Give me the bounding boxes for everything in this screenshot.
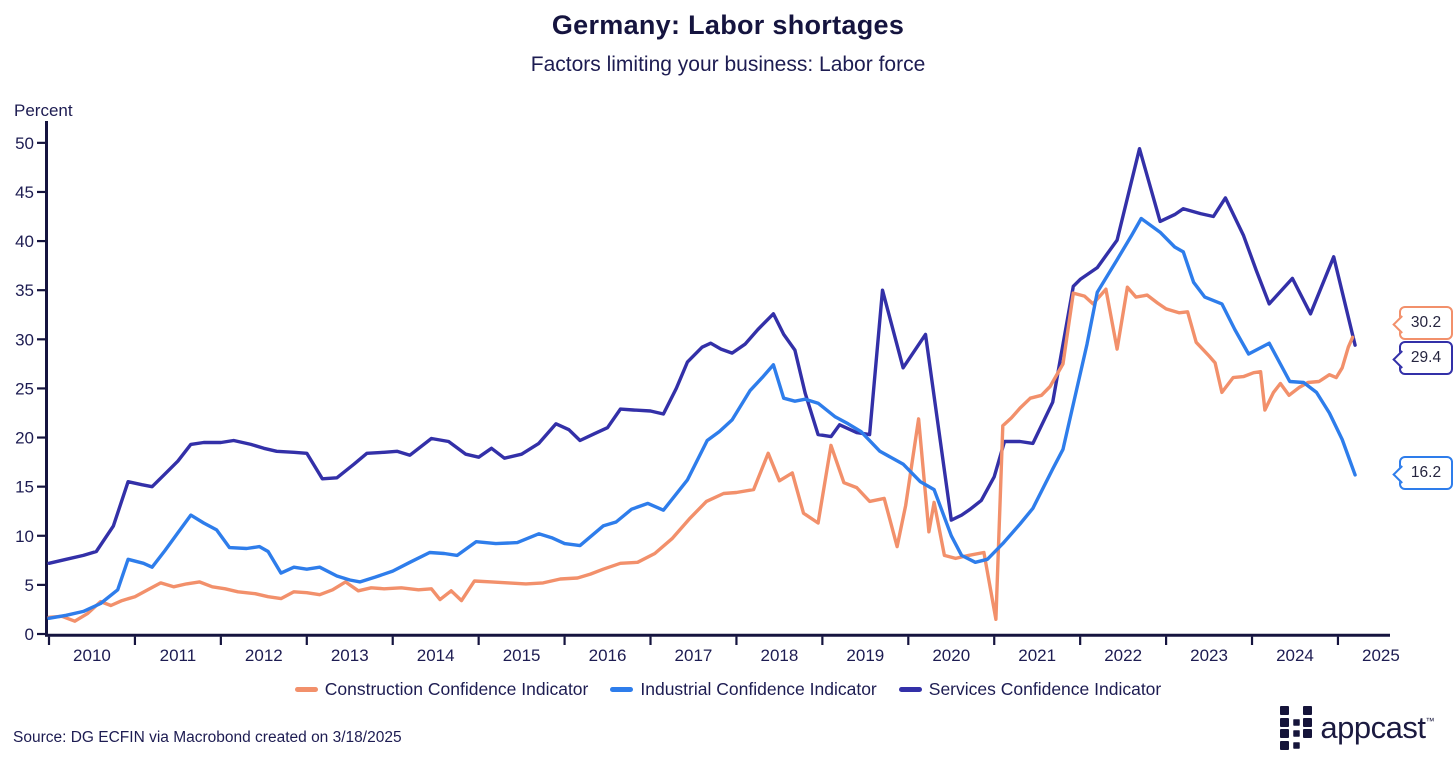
end-value-text: 29.4 xyxy=(1410,349,1442,366)
x-axis-tick-label: 2023 xyxy=(1190,646,1228,665)
end-value-label-services: 29.4 xyxy=(1392,341,1453,375)
y-axis-tick-label: 25 xyxy=(15,379,34,398)
x-axis-tick-label: 2025 xyxy=(1362,646,1400,665)
x-axis-tick-label: 2015 xyxy=(503,646,541,665)
logo-square xyxy=(1303,729,1313,738)
page-title: Germany: Labor shortages xyxy=(551,10,905,40)
logo-square xyxy=(1303,741,1312,750)
appcast-logo: appcast™ xyxy=(1280,706,1434,750)
logo-square xyxy=(1292,706,1301,715)
legend-swatch xyxy=(610,687,634,692)
end-value-label-industrial: 16.2 xyxy=(1392,456,1453,490)
x-axis-tick-label: 2022 xyxy=(1104,646,1142,665)
appcast-logo-text: appcast™ xyxy=(1320,710,1435,746)
legend-swatch xyxy=(898,687,922,692)
x-axis-tick-label: 2021 xyxy=(1018,646,1056,665)
y-axis-unit-label: Percent xyxy=(14,101,73,120)
logo-square xyxy=(1293,741,1300,749)
x-axis-tick-label: 2024 xyxy=(1276,646,1314,665)
end-value-label-construction: 30.2 xyxy=(1392,306,1453,340)
y-axis-tick-label: 45 xyxy=(15,183,34,202)
logo-square xyxy=(1293,730,1300,737)
x-axis-tick-label: 2016 xyxy=(589,646,627,665)
legend-item-services: Services Confidence Indicator xyxy=(898,679,1162,700)
x-axis-tick-label: 2010 xyxy=(73,646,111,665)
trademark-symbol: ™ xyxy=(1425,716,1435,727)
y-axis-tick-label: 35 xyxy=(15,281,34,300)
legend-label: Services Confidence Indicator xyxy=(928,679,1162,699)
appcast-logo-icon xyxy=(1280,706,1313,750)
legend-swatch xyxy=(294,687,318,692)
x-axis-tick-label: 2011 xyxy=(160,646,197,665)
logo-square xyxy=(1303,717,1313,727)
logo-square xyxy=(1280,706,1290,715)
y-axis-tick-label: 10 xyxy=(15,527,34,546)
end-value-text: 16.2 xyxy=(1410,464,1442,481)
x-axis-tick-label: 2014 xyxy=(417,646,455,665)
logo-square xyxy=(1280,729,1290,738)
y-axis-tick-label: 15 xyxy=(15,478,34,497)
series-line-construction xyxy=(47,285,1355,623)
y-axis-tick-label: 40 xyxy=(15,232,34,251)
page-subtitle: Factors limiting your business: Labor fo… xyxy=(530,53,926,76)
y-axis-tick-label: 20 xyxy=(15,429,34,448)
legend-label: Construction Confidence Indicator xyxy=(324,679,589,699)
x-axis-tick-label: 2019 xyxy=(846,646,884,665)
y-axis-tick-label: 30 xyxy=(15,330,34,349)
x-axis-tick-label: 2020 xyxy=(932,646,970,665)
x-axis-tick-label: 2012 xyxy=(245,646,283,665)
x-axis-tick-label: 2017 xyxy=(675,646,713,665)
y-axis-tick-label: 5 xyxy=(25,576,34,595)
x-axis-tick-label: 2013 xyxy=(331,646,369,665)
end-value-text: 30.2 xyxy=(1410,314,1442,331)
legend-item-industrial: Industrial Confidence Indicator xyxy=(610,679,877,700)
y-axis-tick-label: 0 xyxy=(25,625,34,644)
series-line-services xyxy=(47,146,1357,565)
series-line-industrial xyxy=(47,216,1357,620)
x-axis-tick-label: 2018 xyxy=(760,646,798,665)
legend-label: Industrial Confidence Indicator xyxy=(640,679,877,699)
legend-item-construction: Construction Confidence Indicator xyxy=(294,679,589,700)
logo-square xyxy=(1280,717,1290,727)
logo-square xyxy=(1280,740,1290,750)
logo-square xyxy=(1293,718,1300,726)
logo-square xyxy=(1303,706,1313,715)
source-text: Source: DG ECFIN via Macrobond created o… xyxy=(13,729,402,746)
chart-legend: Construction Confidence Indicator Industr… xyxy=(0,679,1456,700)
y-axis-tick-label: 50 xyxy=(15,134,34,153)
